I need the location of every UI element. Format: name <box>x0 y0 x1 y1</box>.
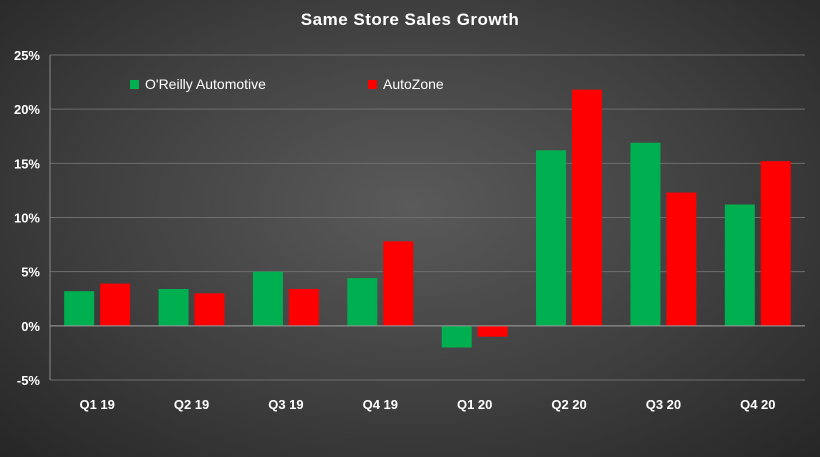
y-tick-label: 10% <box>14 211 40 226</box>
y-tick-label: 0% <box>21 319 40 334</box>
bar-autozone <box>100 283 131 326</box>
bar-oreilly <box>158 289 189 326</box>
x-tick-label: Q4 19 <box>363 397 398 412</box>
bar-autozone <box>666 192 697 326</box>
bar-oreilly <box>64 291 95 326</box>
bar-autozone <box>477 325 508 337</box>
y-tick-label: -5% <box>17 373 41 388</box>
bar-oreilly <box>724 204 755 326</box>
y-tick-label: 5% <box>21 265 40 280</box>
bar-oreilly <box>252 271 283 326</box>
legend-item-oreilly: O'Reilly Automotive <box>130 76 266 92</box>
legend-label-autozone: AutoZone <box>383 76 444 92</box>
legend-item-autozone: AutoZone <box>368 76 444 92</box>
bar-autozone <box>288 289 319 326</box>
bar-autozone <box>383 241 414 326</box>
bar-autozone <box>572 89 603 326</box>
bar-oreilly <box>441 325 472 348</box>
x-tick-label: Q4 20 <box>740 397 775 412</box>
bar-autozone <box>194 293 225 326</box>
y-tick-label: 20% <box>14 102 40 117</box>
x-tick-label: Q1 19 <box>79 397 114 412</box>
x-tick-label: Q2 19 <box>174 397 209 412</box>
bar-autozone <box>760 161 791 326</box>
chart-title: Same Store Sales Growth <box>300 10 520 29</box>
legend-label-oreilly: O'Reilly Automotive <box>145 76 266 92</box>
bar-oreilly <box>630 142 661 326</box>
x-tick-label: Q3 19 <box>268 397 303 412</box>
y-tick-label: 15% <box>14 156 40 171</box>
x-tick-label: Q3 20 <box>646 397 681 412</box>
y-tick-label: 25% <box>14 48 40 63</box>
legend-swatch-oreilly <box>130 79 139 89</box>
legend-swatch-autozone <box>368 79 377 89</box>
x-tick-label: Q2 20 <box>551 397 586 412</box>
x-tick-label: Q1 20 <box>457 397 492 412</box>
bar-oreilly <box>536 150 567 326</box>
bar-oreilly <box>347 278 378 326</box>
